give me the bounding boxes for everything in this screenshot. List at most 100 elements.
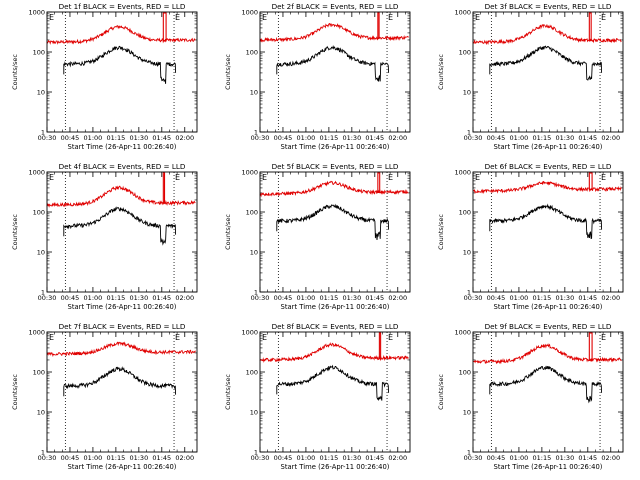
x-tick-label: 00:45 — [487, 294, 506, 302]
y-tick-label: 1000 — [241, 9, 258, 17]
y-tick-label: 100 — [246, 49, 258, 57]
x-axis-label: Start Time (26-Apr-11 00:26:40) — [281, 463, 390, 471]
x-tick-label: 01:15 — [107, 294, 126, 302]
panel-annotation: E — [49, 173, 54, 182]
events-series-line — [489, 203, 603, 240]
events-series-line — [63, 45, 177, 84]
x-tick-label: 00:30 — [251, 294, 270, 302]
x-axis-label: Start Time (26-Apr-11 00:26:40) — [281, 303, 390, 311]
y-tick-label: 10 — [250, 409, 258, 417]
plot-frame — [46, 171, 198, 293]
x-tick-label: 02:00 — [175, 454, 194, 462]
x-axis-label: Start Time (26-Apr-11 00:26:40) — [494, 463, 603, 471]
x-tick-label: 01:15 — [107, 134, 126, 142]
y-tick-label: 1000 — [454, 169, 471, 177]
x-tick-label: 01:45 — [578, 294, 597, 302]
lld-spike — [377, 12, 380, 39]
lld-series-line — [473, 180, 622, 194]
panel-title: Det 4f BLACK = Events, RED = LLD — [59, 162, 186, 171]
x-tick-label: 01:30 — [342, 294, 361, 302]
lld-spike — [162, 172, 166, 204]
x-tick-label: 01:30 — [129, 294, 148, 302]
x-tick-label: 01:00 — [510, 134, 529, 142]
x-tick-label: 01:15 — [320, 294, 339, 302]
lld-series-line — [472, 24, 622, 45]
x-tick-label: 02:00 — [175, 134, 194, 142]
y-axis-label: Counts/sec — [11, 374, 19, 410]
x-axis-label: Start Time (26-Apr-11 00:26:40) — [494, 303, 603, 311]
y-tick-label: 1 — [41, 289, 45, 297]
plot-frame — [472, 11, 624, 133]
x-tick-label: 02:00 — [388, 294, 407, 302]
events-series-line — [276, 203, 390, 240]
lld-series-line — [46, 341, 196, 358]
y-axis-label: Counts/sec — [11, 214, 19, 250]
x-tick-label: 01:30 — [555, 134, 574, 142]
lld-series-line — [46, 185, 196, 208]
panel-annotation: E — [262, 173, 267, 182]
x-axis-label: Start Time (26-Apr-11 00:26:40) — [281, 143, 390, 151]
panel-annotation: E — [388, 173, 393, 182]
panel-annotation: E — [388, 13, 393, 22]
x-tick-label: 01:00 — [510, 294, 529, 302]
x-tick-label: 00:45 — [274, 294, 293, 302]
x-tick-label: 01:30 — [555, 454, 574, 462]
y-tick-label: 10 — [463, 249, 471, 257]
y-tick-label: 1000 — [241, 329, 258, 337]
x-axis-label: Start Time (26-Apr-11 00:26:40) — [68, 463, 177, 471]
y-tick-label: 1 — [467, 449, 471, 457]
lld-series-line — [259, 180, 409, 198]
x-tick-label: 01:30 — [342, 134, 361, 142]
y-tick-label: 1000 — [454, 329, 471, 337]
panel-title: Det 3f BLACK = Events, RED = LLD — [485, 2, 612, 11]
x-tick-label: 01:15 — [320, 134, 339, 142]
events-series-line — [276, 45, 390, 82]
x-tick-label: 01:00 — [510, 454, 529, 462]
y-tick-label: 100 — [246, 209, 258, 217]
x-tick-label: 01:30 — [342, 454, 361, 462]
x-tick-label: 01:15 — [320, 454, 339, 462]
y-tick-label: 1000 — [28, 9, 45, 17]
lld-spike — [377, 172, 381, 194]
panel-annotation: E — [175, 173, 180, 182]
x-tick-label: 02:00 — [388, 454, 407, 462]
y-tick-label: 1000 — [454, 9, 471, 17]
x-tick-label: 00:30 — [251, 134, 270, 142]
x-tick-label: 01:00 — [297, 454, 316, 462]
panel-title: Det 9f BLACK = Events, RED = LLD — [485, 322, 612, 331]
y-tick-label: 10 — [37, 89, 45, 97]
x-tick-label: 00:30 — [464, 294, 483, 302]
y-tick-label: 1 — [41, 449, 45, 457]
y-tick-label: 1000 — [28, 329, 45, 337]
y-tick-label: 100 — [33, 209, 45, 217]
x-tick-label: 01:45 — [152, 294, 171, 302]
x-tick-label: 01:15 — [533, 294, 552, 302]
lld-spike — [162, 12, 167, 42]
y-tick-label: 100 — [459, 209, 471, 217]
x-tick-label: 00:30 — [464, 454, 483, 462]
x-tick-label: 02:00 — [175, 294, 194, 302]
plot-frame — [259, 11, 411, 133]
x-tick-label: 00:30 — [251, 454, 270, 462]
panel-title: Det 6f BLACK = Events, RED = LLD — [485, 162, 612, 171]
panel-annotation: E — [49, 13, 54, 22]
panel-title: Det 7f BLACK = Events, RED = LLD — [59, 322, 186, 331]
x-tick-label: 00:45 — [61, 134, 80, 142]
x-tick-label: 01:45 — [365, 294, 384, 302]
panel-annotation: E — [475, 333, 480, 342]
events-series-line — [489, 365, 603, 404]
x-tick-label: 02:00 — [388, 134, 407, 142]
y-tick-label: 100 — [459, 49, 471, 57]
panel-title: Det 2f BLACK = Events, RED = LLD — [272, 2, 399, 11]
detector-panel-6: Det 6f BLACK = Events, RED = LLD Counts/s… — [437, 162, 624, 311]
lld-series-line — [259, 342, 409, 363]
events-series-line — [276, 364, 390, 402]
y-tick-label: 1 — [467, 129, 471, 137]
plot-frame — [46, 331, 198, 453]
y-tick-label: 1 — [254, 449, 258, 457]
y-tick-label: 1000 — [241, 169, 258, 177]
panel-title: Det 8f BLACK = Events, RED = LLD — [272, 322, 399, 331]
x-tick-label: 02:00 — [601, 454, 620, 462]
panel-title: Det 1f BLACK = Events, RED = LLD — [59, 2, 186, 11]
